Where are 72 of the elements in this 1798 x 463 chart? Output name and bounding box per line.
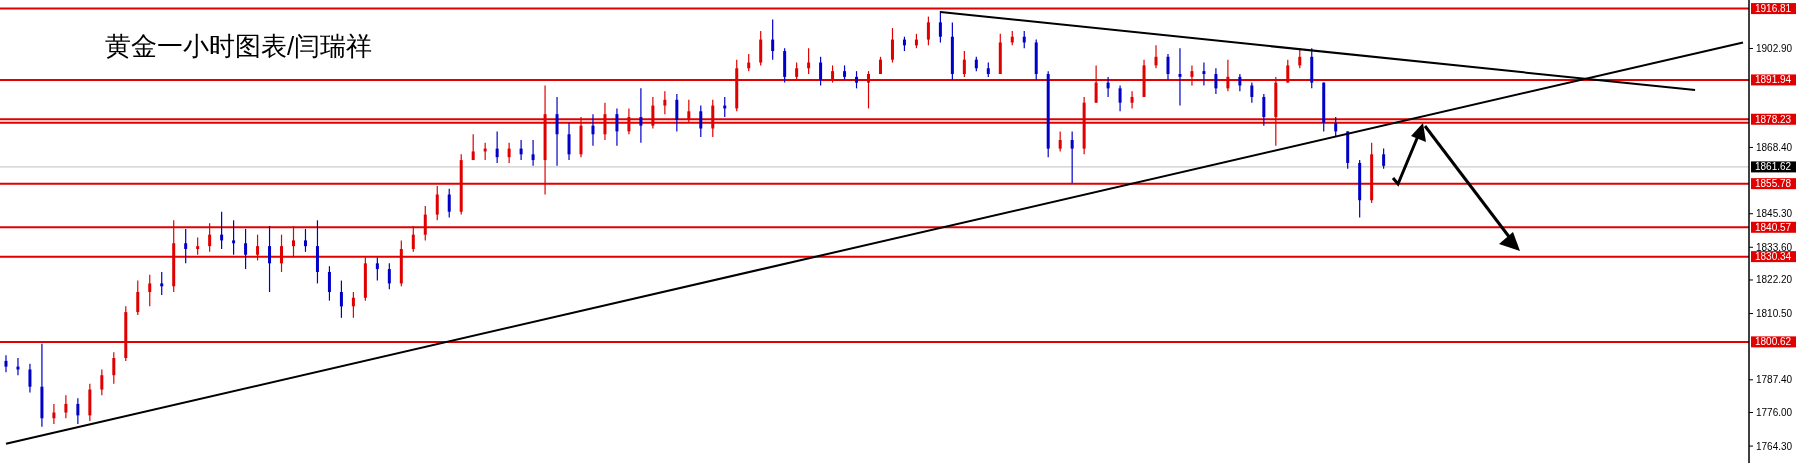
candlestick bbox=[675, 93, 679, 132]
candlestick bbox=[926, 16, 930, 46]
y-tick-label: 1822.20 bbox=[1756, 274, 1793, 286]
candlestick bbox=[268, 225, 272, 293]
candlestick bbox=[4, 354, 8, 373]
ref-line-label: 1916.81 bbox=[1755, 3, 1792, 15]
y-tick-label: 1776.00 bbox=[1756, 407, 1793, 419]
candlestick bbox=[819, 56, 823, 87]
candlestick bbox=[471, 133, 475, 161]
candlestick bbox=[890, 27, 894, 64]
candlestick bbox=[76, 397, 80, 425]
candlestick bbox=[507, 142, 511, 164]
ref-line-label: 1830.34 bbox=[1755, 251, 1792, 263]
candlestick bbox=[555, 96, 559, 167]
candlestick bbox=[567, 122, 571, 161]
candlestick bbox=[1118, 84, 1122, 112]
candlestick bbox=[1070, 130, 1074, 184]
candlestick bbox=[759, 30, 763, 67]
candlestick bbox=[1202, 61, 1206, 87]
candlestick bbox=[327, 265, 331, 302]
candlestick bbox=[1382, 148, 1386, 170]
candlestick bbox=[531, 139, 535, 167]
candlestick bbox=[615, 107, 619, 147]
y-tick-label: 1868.40 bbox=[1756, 141, 1793, 153]
text: 黄金一小时图表/闫瑞祥 bbox=[105, 31, 373, 61]
candlestick bbox=[303, 228, 307, 253]
candlestick bbox=[962, 50, 966, 78]
candlestick bbox=[1262, 93, 1266, 127]
candlestick bbox=[699, 104, 703, 138]
ref-line-label: 1861.62 bbox=[1755, 161, 1792, 173]
candlestick bbox=[1334, 116, 1338, 138]
candlestick bbox=[112, 351, 116, 385]
candlestick bbox=[387, 262, 391, 290]
y-tick-label: 1833.60 bbox=[1756, 241, 1793, 253]
candlestick bbox=[878, 56, 882, 75]
candlestick bbox=[1058, 130, 1062, 153]
candlestick bbox=[148, 274, 152, 307]
candlestick bbox=[1166, 53, 1170, 81]
candlestick bbox=[495, 130, 499, 164]
candlestick bbox=[100, 368, 104, 396]
ref-line-label: 1855.78 bbox=[1755, 178, 1792, 190]
candlestick bbox=[1130, 90, 1134, 110]
ref-line-label: 1891.94 bbox=[1755, 74, 1792, 86]
candlestick bbox=[1298, 47, 1302, 69]
y-tick-label: 1764.30 bbox=[1756, 440, 1793, 452]
candlestick bbox=[136, 279, 140, 316]
candlestick bbox=[663, 90, 667, 115]
y-tick-label: 1810.50 bbox=[1756, 308, 1793, 320]
candlestick bbox=[938, 10, 942, 44]
y-tick-label: 1845.30 bbox=[1756, 208, 1793, 220]
candlestick bbox=[1178, 47, 1182, 107]
candlestick bbox=[1214, 67, 1218, 95]
candlestick bbox=[28, 363, 32, 394]
candlestick bbox=[64, 394, 68, 419]
y-tick-label: 1787.40 bbox=[1756, 374, 1793, 386]
candlestick bbox=[232, 219, 236, 256]
candlestick bbox=[1154, 44, 1158, 69]
candlestick bbox=[160, 271, 164, 296]
candlestick bbox=[351, 291, 355, 319]
y-tick-label: 1902.90 bbox=[1756, 42, 1793, 54]
candlestick bbox=[771, 18, 775, 61]
candlestick bbox=[591, 113, 595, 147]
candlestick bbox=[447, 188, 451, 219]
candlestick bbox=[1250, 82, 1254, 104]
candlestick bbox=[184, 228, 188, 264]
candlestick bbox=[375, 257, 379, 282]
ref-line-label: 1800.62 bbox=[1755, 336, 1792, 348]
candlestick bbox=[339, 279, 343, 319]
candlestick bbox=[639, 87, 643, 144]
ref-line-label: 1840.57 bbox=[1755, 221, 1792, 233]
candlestick bbox=[244, 228, 248, 270]
ref-line-label: 1878.23 bbox=[1755, 113, 1792, 125]
